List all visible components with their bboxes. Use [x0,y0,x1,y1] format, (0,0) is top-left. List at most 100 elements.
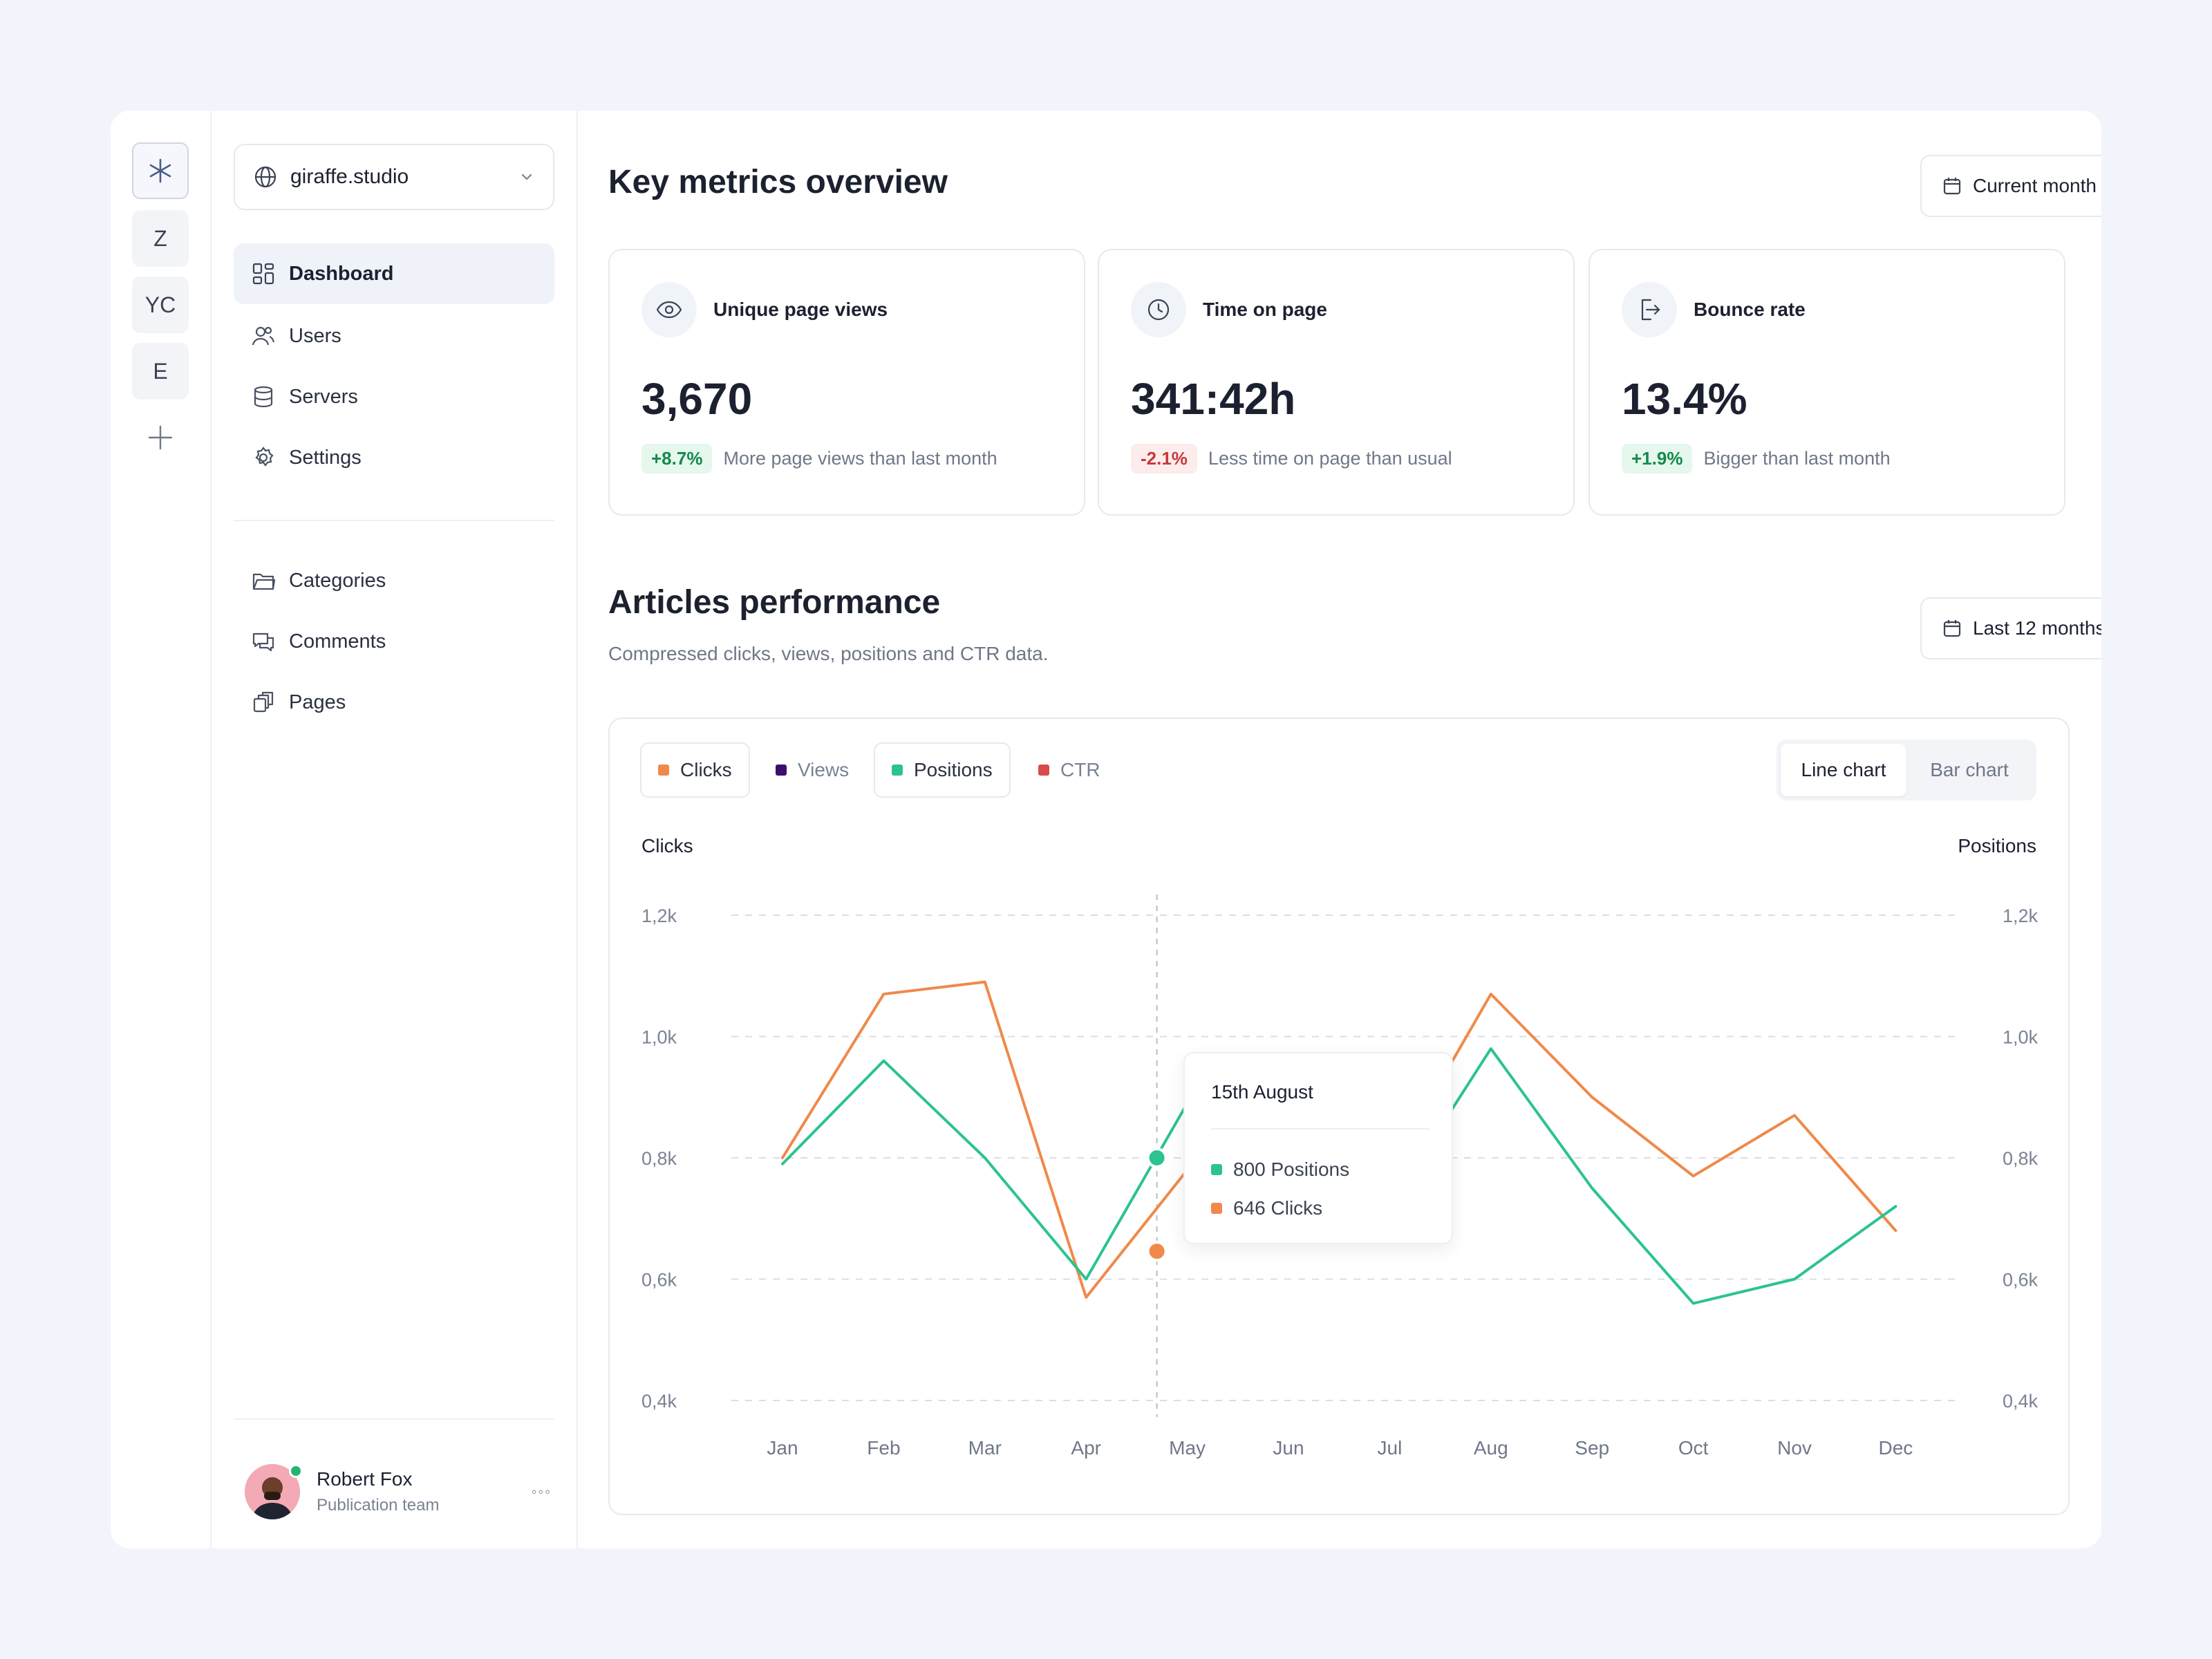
nav-item-servers[interactable]: Servers [234,366,554,427]
metric-title: Unique page views [713,299,888,320]
workspace-rail: Z YC E [111,111,212,1548]
x-tick-label: Sep [1575,1437,1609,1459]
add-workspace-button[interactable] [132,409,189,466]
metric-card-bounce-rate: Bounce rate 13.4% +1.9% Bigger than last… [1588,249,2065,516]
nav-item-categories[interactable]: Categories [234,550,554,611]
x-tick-label: Nov [1777,1437,1812,1459]
tooltip-title: 15th August [1211,1081,1313,1103]
y-tick-right: 0,6k [2003,1270,2038,1291]
nav-item-dashboard[interactable]: Dashboard [234,243,554,304]
x-tick-label: Dec [1879,1437,1913,1459]
nav-item-comments[interactable]: Comments [234,611,554,672]
comments-icon [252,632,274,652]
asterisk-icon [149,158,171,183]
metric-footer: -2.1% Less time on page than usual [1131,444,1452,474]
y-tick-left: 0,8k [641,1148,677,1169]
clock-icon [1147,299,1170,321]
y-axis-right-title: Positions [1958,835,2036,856]
legend-clicks-toggle[interactable]: Clicks [640,742,750,798]
chart-tooltip: 15th August 800 Positions 646 Clicks [1183,1052,1453,1244]
chart-type-toggle: Line chart Bar chart [1777,740,2036,800]
user-team: Publication team [317,1496,440,1515]
period-selector-overview[interactable]: Current month [1920,155,2101,217]
nav-item-settings[interactable]: Settings [234,427,554,488]
site-selector[interactable]: giraffe.studio [234,144,554,210]
y-tick-left: 1,2k [641,906,677,926]
metric-footer: +1.9% Bigger than last month [1622,444,1891,474]
period-selector-performance[interactable]: Last 12 months [1920,597,2101,659]
tooltip-row-positions: 800 Positions [1211,1159,1349,1181]
y-tick-left: 0,6k [641,1270,677,1291]
metric-value: 341:42h [1131,374,1296,424]
legend-views-toggle[interactable]: Views [759,742,865,798]
nav-label: Categories [289,569,386,592]
legend-swatch-positions [892,765,903,776]
sidebar-footer-divider [234,1418,554,1420]
legend-swatch-views [776,765,787,776]
avatar [245,1464,303,1519]
exit-icon [1641,299,1660,321]
legend-ctr-toggle[interactable]: CTR [1022,742,1117,798]
y-tick-right: 0,8k [2003,1148,2038,1169]
legend-label: CTR [1060,759,1100,780]
line-chart-tab[interactable]: Line chart [1781,744,1906,796]
workspace-yc-button[interactable]: YC [132,276,189,333]
x-tick-label: Jun [1273,1437,1304,1459]
workspace-z-label: Z [153,225,167,251]
more-options-button[interactable]: ◦◦◦ [531,1483,552,1500]
main-content: Key metrics overview Current month Uniqu… [578,111,2101,1548]
exit-icon-badge [1622,282,1677,337]
chevron-down-icon [521,174,532,180]
database-icon [254,386,273,408]
workspace-logo-button[interactable] [132,142,189,199]
metric-card-page-views: Unique page views 3,670 +8.7% More page … [608,249,1085,516]
workspace-e-button[interactable]: E [132,343,189,400]
plus-icon [148,425,173,450]
bar-chart-tab[interactable]: Bar chart [1930,759,2009,780]
tooltip-positions: 800 Positions [1233,1159,1350,1180]
chart-panel: Clicks Views Positions CTR Line chart Ba… [608,718,2070,1515]
y-tick-right: 1,2k [2003,906,2038,926]
legend-label: Clicks [680,759,732,780]
folder-icon [252,573,275,590]
metric-value: 3,670 [641,374,753,424]
y-tick-left: 0,4k [641,1391,677,1412]
nav-label: Dashboard [289,262,394,285]
highlight-point-clicks [1146,1241,1168,1262]
sidebar-divider [234,520,554,521]
nav-item-users[interactable]: Users [234,306,554,366]
tooltip-clicks: 646 Clicks [1233,1197,1323,1219]
sidebar: giraffe.studio Dashboard Users [212,111,578,1548]
period-label: Last 12 months [1973,617,2101,639]
user-name: Robert Fox [317,1468,413,1490]
legend-positions-toggle[interactable]: Positions [874,742,1011,798]
dashboard-icon [252,263,274,285]
workspace-yc-label: YC [144,292,176,317]
delta-badge: -2.1% [1131,444,1197,474]
nav-item-pages[interactable]: Pages [234,672,554,733]
user-profile[interactable]: Robert Fox Publication team ◦◦◦ [234,1457,554,1526]
metric-description: Less time on page than usual [1208,448,1452,469]
metric-title: Bounce rate [1694,299,1806,320]
x-tick-label: Aug [1474,1437,1508,1459]
legend-swatch-clicks [658,765,669,776]
workspace-z-button[interactable]: Z [132,210,189,267]
highlight-point-positions [1146,1147,1168,1168]
metric-value: 13.4% [1622,374,1747,424]
tooltip-swatch-positions [1211,1164,1222,1175]
site-name: giraffe.studio [290,165,409,188]
avatar-portrait-icon [245,1464,300,1519]
pages-icon [253,691,274,713]
workspace-e-label: E [153,358,168,384]
online-status-dot [289,1464,303,1478]
clock-icon-badge [1131,282,1186,337]
x-tick-label: May [1169,1437,1206,1459]
metric-card-time-on-page: Time on page 341:42h -2.1% Less time on … [1098,249,1575,516]
calendar-icon [1943,178,1961,195]
tooltip-divider [1211,1128,1430,1130]
legend-label: Positions [914,759,993,780]
nav-label: Comments [289,630,386,653]
metric-description: Bigger than last month [1703,448,1891,469]
legend-label: Views [798,759,850,780]
x-tick-label: Jul [1378,1437,1403,1459]
